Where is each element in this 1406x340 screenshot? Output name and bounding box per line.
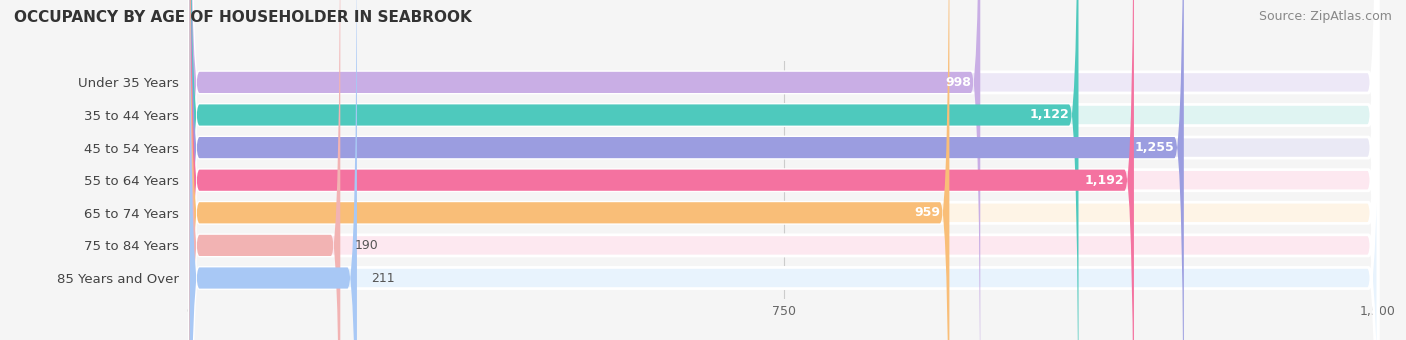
- Text: Source: ZipAtlas.com: Source: ZipAtlas.com: [1258, 10, 1392, 23]
- FancyBboxPatch shape: [190, 0, 340, 340]
- FancyBboxPatch shape: [190, 0, 1378, 340]
- FancyBboxPatch shape: [190, 0, 1378, 340]
- FancyBboxPatch shape: [190, 0, 1378, 340]
- Text: 211: 211: [371, 272, 395, 285]
- FancyBboxPatch shape: [190, 0, 1078, 340]
- Text: 959: 959: [914, 206, 939, 219]
- FancyBboxPatch shape: [190, 0, 1378, 340]
- FancyBboxPatch shape: [190, 0, 1378, 340]
- Text: 190: 190: [354, 239, 378, 252]
- Text: 1,192: 1,192: [1085, 174, 1125, 187]
- Text: OCCUPANCY BY AGE OF HOUSEHOLDER IN SEABROOK: OCCUPANCY BY AGE OF HOUSEHOLDER IN SEABR…: [14, 10, 472, 25]
- Text: 998: 998: [945, 76, 970, 89]
- FancyBboxPatch shape: [190, 0, 1378, 340]
- FancyBboxPatch shape: [190, 0, 357, 340]
- FancyBboxPatch shape: [190, 0, 1184, 340]
- Text: 1,122: 1,122: [1029, 108, 1069, 121]
- FancyBboxPatch shape: [190, 0, 949, 340]
- FancyBboxPatch shape: [190, 0, 1378, 340]
- FancyBboxPatch shape: [190, 0, 980, 340]
- Text: 1,255: 1,255: [1135, 141, 1174, 154]
- FancyBboxPatch shape: [190, 0, 1133, 340]
